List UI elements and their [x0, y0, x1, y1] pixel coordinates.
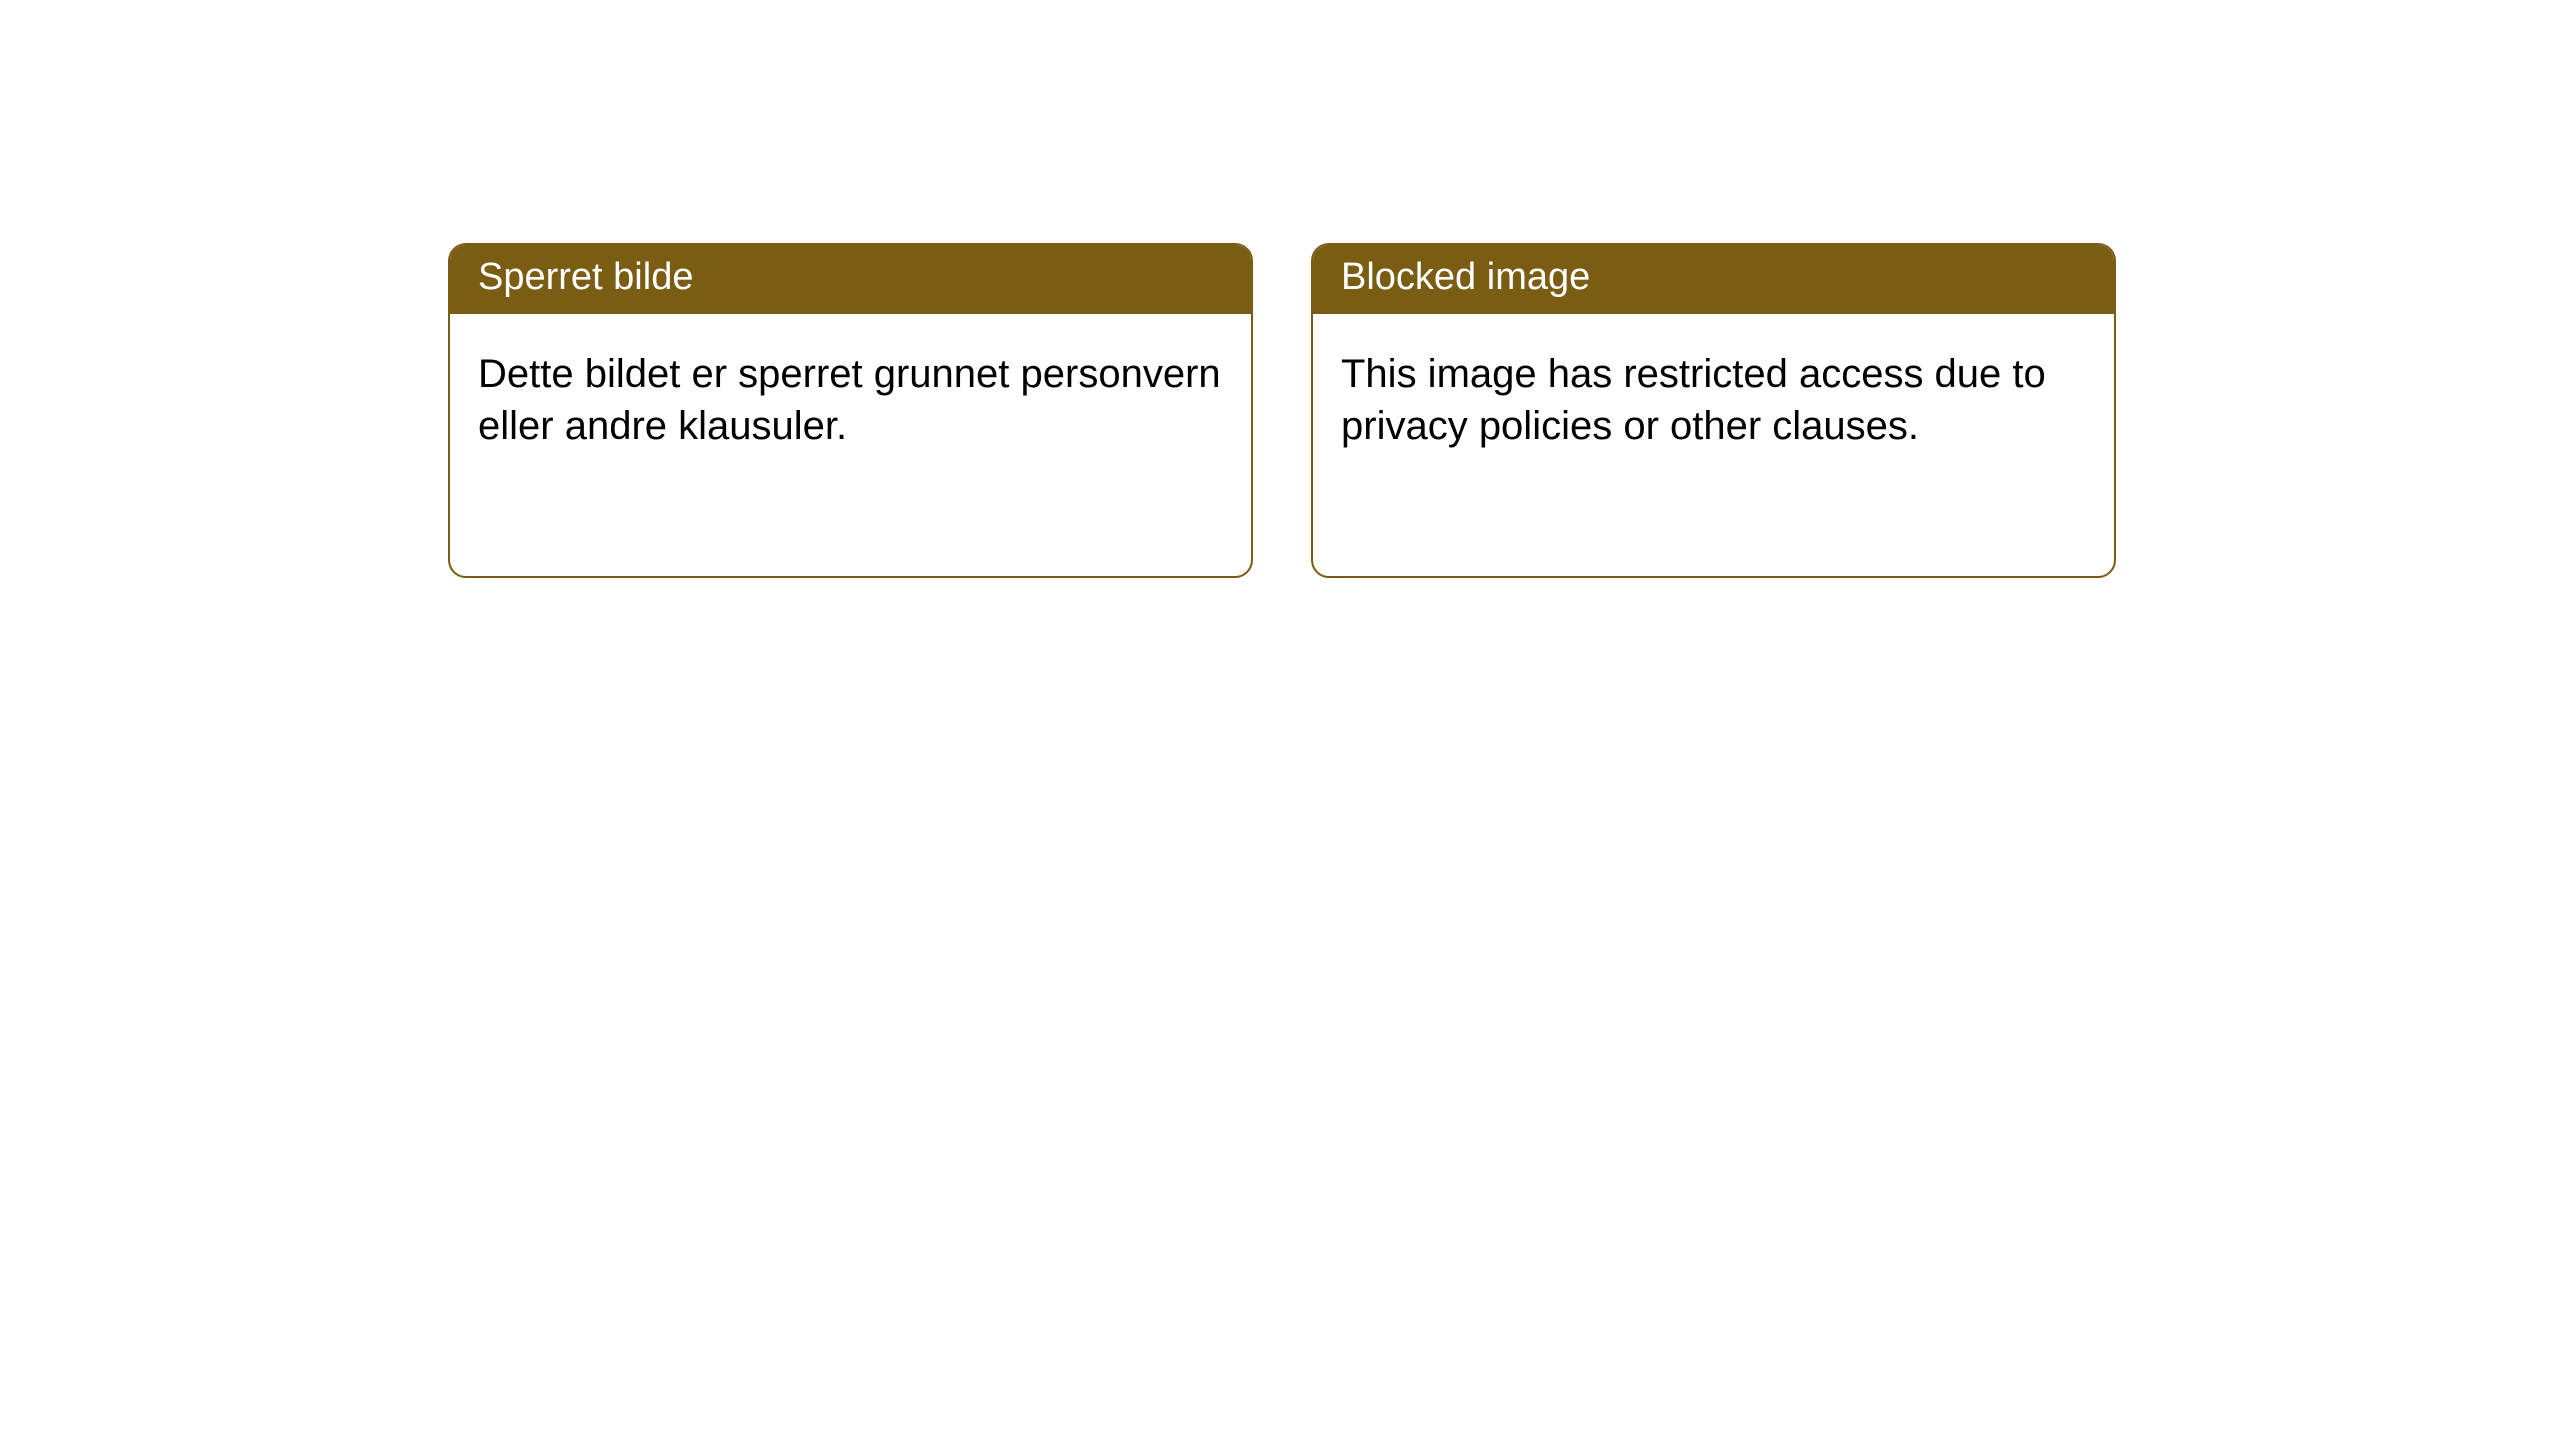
notice-header: Sperret bilde: [450, 245, 1251, 314]
notice-container: Sperret bilde Dette bildet er sperret gr…: [0, 0, 2560, 578]
notice-header: Blocked image: [1313, 245, 2114, 314]
notice-card-english: Blocked image This image has restricted …: [1311, 243, 2116, 578]
notice-card-norwegian: Sperret bilde Dette bildet er sperret gr…: [448, 243, 1253, 578]
notice-body: This image has restricted access due to …: [1313, 314, 2114, 486]
notice-body: Dette bildet er sperret grunnet personve…: [450, 314, 1251, 486]
